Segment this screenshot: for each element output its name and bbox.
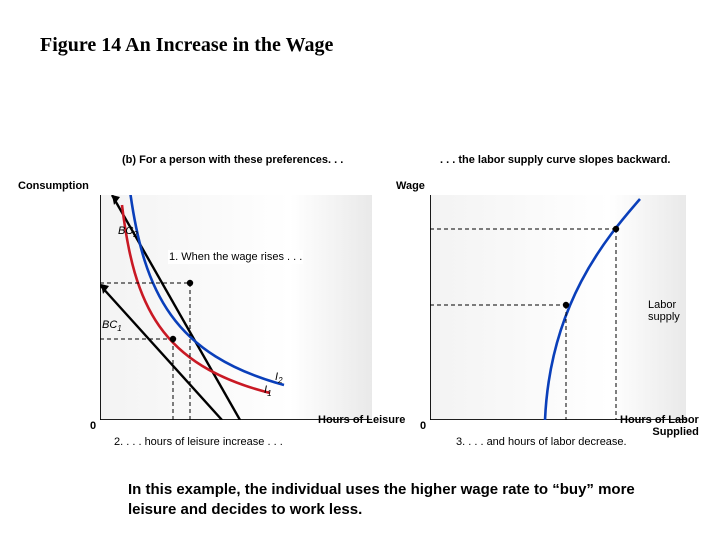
i2-label: I2 [275,371,283,385]
right-origin: 0 [420,420,426,432]
left-origin: 0 [90,420,96,432]
labor-supply-curve [545,199,640,420]
left-x-label: Hours of Leisure [318,414,405,426]
right-y-label: Wage [396,180,425,192]
left-y-label: Consumption [18,180,89,192]
i1-curve [122,205,270,393]
bc2-label: BC2 [118,225,138,239]
annotation-1: 1. When the wage rises . . . [168,250,303,264]
labor-supply-label: Laborsupply [648,299,680,323]
left-chart [100,195,372,420]
optimum1-dot [170,336,176,342]
i1-label: I1 [264,384,272,398]
left-x-label-text: Hours of Leisure [318,414,405,426]
right-x-label-l1: Hours of Labor [620,414,699,426]
right-x-label: Hours of Labor Supplied [620,414,699,438]
bc1-label: BC1 [102,319,122,333]
figure-title: Figure 14 An Increase in the Wage [40,34,333,57]
right-x-label-l2: Supplied [620,426,699,438]
supply-point-high [613,226,619,232]
conclusion-text: In this example, the individual uses the… [128,480,668,519]
bc1-line [100,285,222,420]
annotation-3: 3. . . . and hours of labor decrease. [456,436,627,448]
annotation-2: 2. . . . hours of leisure increase . . . [114,436,283,448]
supply-point-low [563,302,569,308]
right-subtitle: . . . the labor supply curve slopes back… [440,154,670,166]
i2-curve [130,195,284,385]
optimum2-dot [187,280,193,286]
left-subtitle: (b) For a person with these preferences.… [122,154,343,166]
